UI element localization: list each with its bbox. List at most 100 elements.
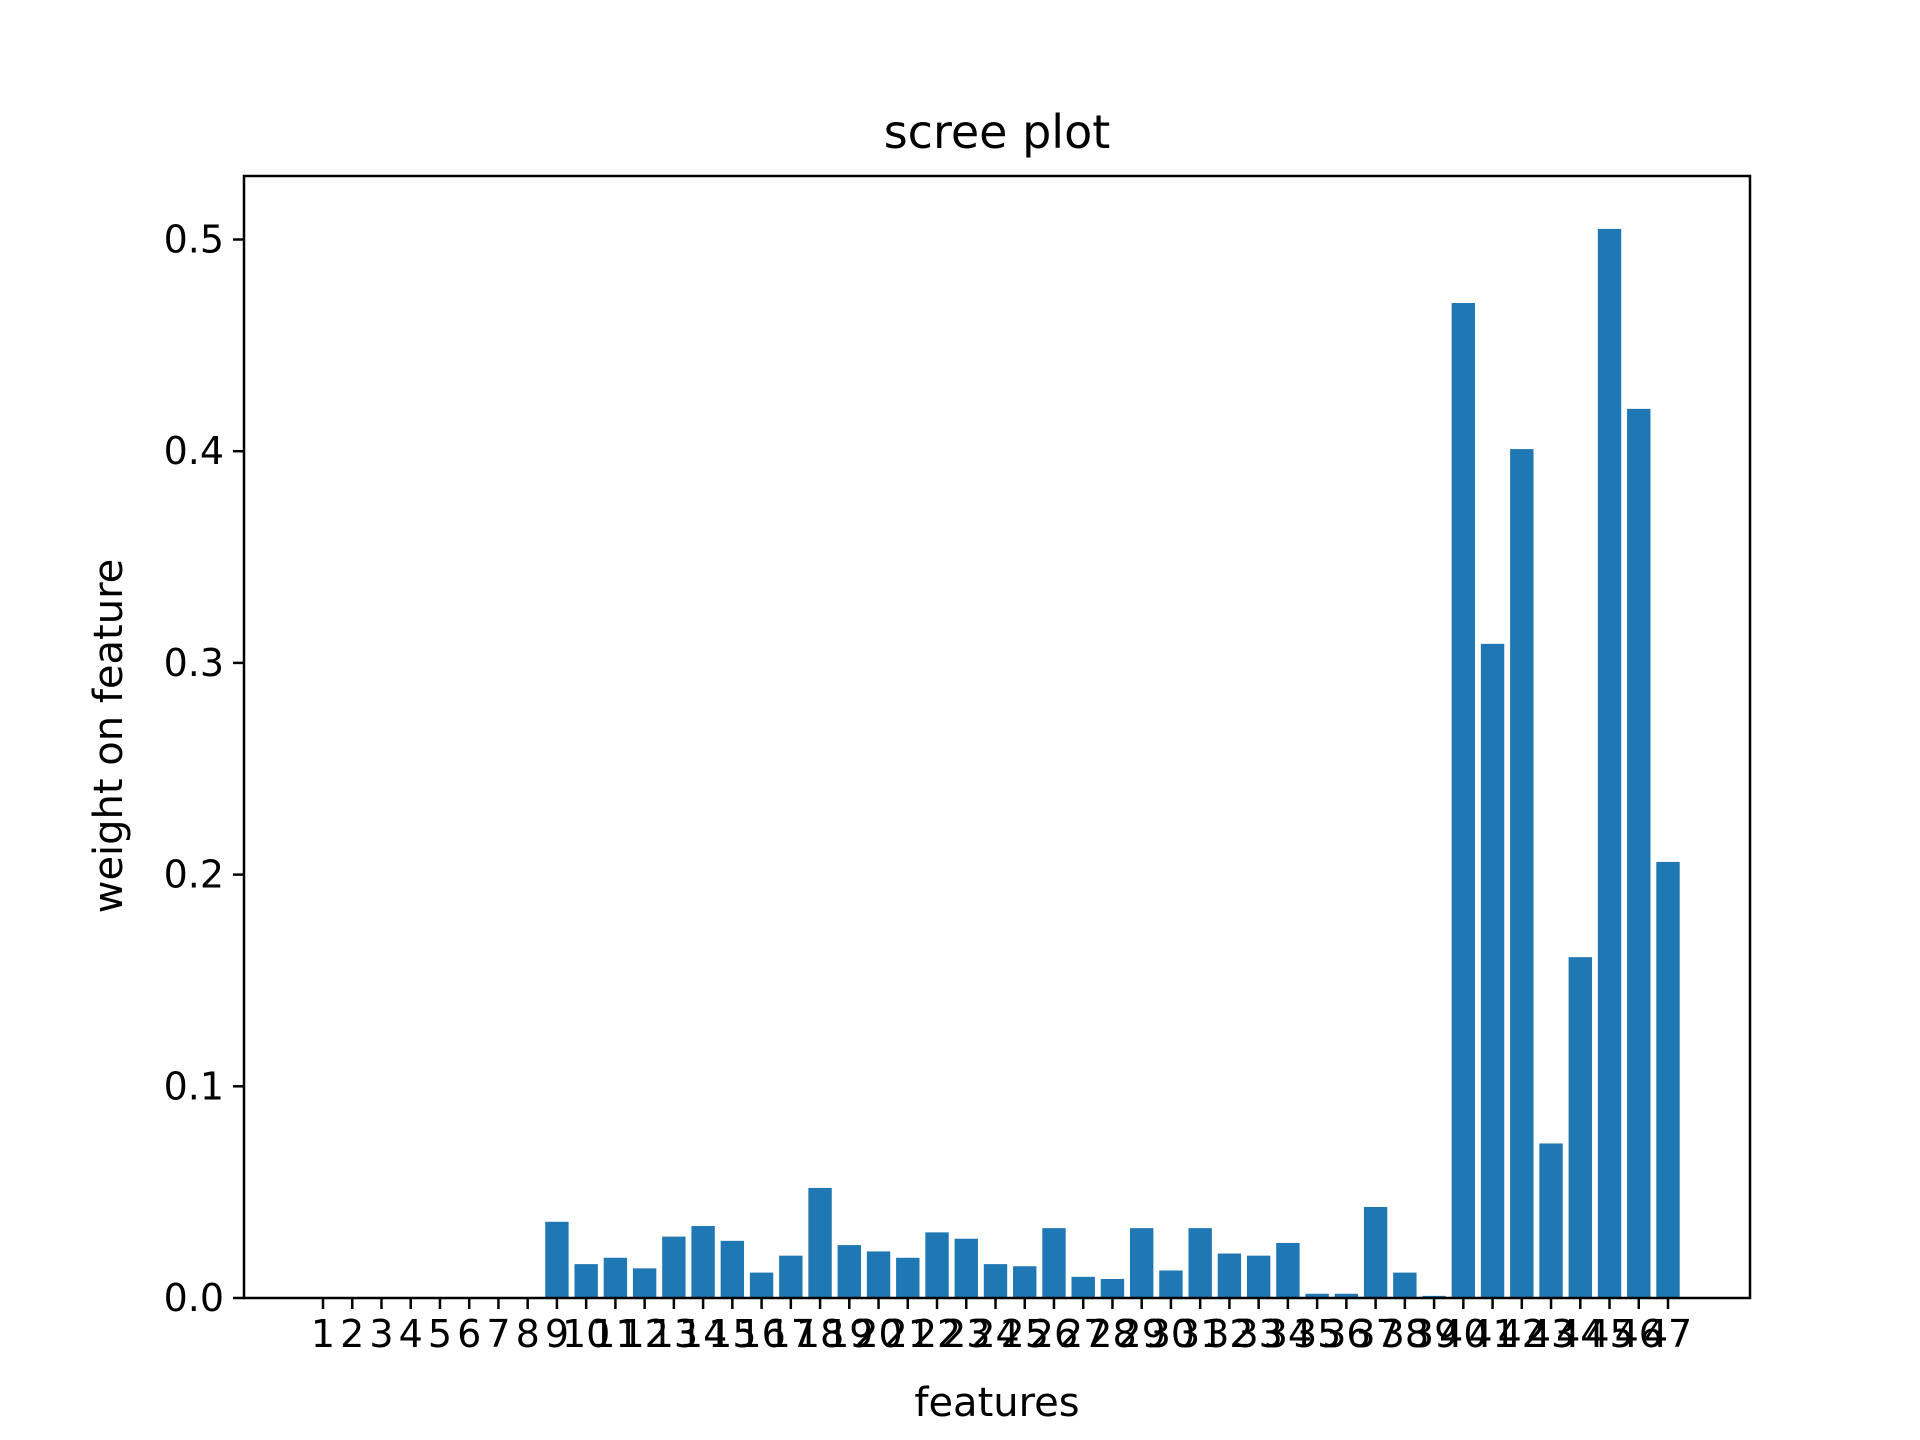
x-tick-label: 47 — [1644, 1312, 1692, 1356]
x-tick-label: 1 — [311, 1312, 335, 1356]
x-tick-label: 21 — [884, 1312, 932, 1356]
x-tick-label: 42 — [1498, 1312, 1546, 1356]
bar-12 — [632, 1268, 657, 1298]
bar-42 — [1510, 449, 1534, 1299]
bar-45 — [1597, 228, 1622, 1298]
x-tick-label: 20 — [854, 1312, 902, 1356]
y-tick-label: 0.5 — [164, 218, 224, 262]
x-tick-label: 37 — [1351, 1312, 1399, 1356]
bar-10 — [574, 1264, 598, 1298]
x-tick-label: 5 — [428, 1312, 452, 1356]
x-tick-label: 3 — [369, 1312, 393, 1356]
x-tick-label: 38 — [1381, 1312, 1429, 1356]
y-tick-label: 0.4 — [164, 429, 224, 473]
x-tick-label: 23 — [942, 1312, 990, 1356]
bar-24 — [983, 1264, 1008, 1298]
bar-16 — [749, 1272, 774, 1298]
x-tick-label: 40 — [1439, 1312, 1487, 1356]
x-tick-label: 30 — [1147, 1312, 1195, 1356]
bar-35 — [1305, 1293, 1329, 1298]
y-tick-label: 0.1 — [164, 1064, 224, 1108]
bar-33 — [1246, 1255, 1271, 1298]
x-tick-label: 33 — [1234, 1312, 1282, 1356]
bar-26 — [1042, 1228, 1066, 1298]
x-tick-label: 36 — [1322, 1312, 1370, 1356]
bar-47 — [1656, 861, 1680, 1298]
y-tick-label: 0.3 — [164, 641, 224, 685]
bar-34 — [1276, 1242, 1300, 1298]
x-tick-label: 14 — [679, 1312, 727, 1356]
x-tick-label: 34 — [1264, 1312, 1312, 1356]
y-axis-label: weight on feature — [86, 559, 132, 914]
bar-29 — [1130, 1228, 1154, 1298]
bar-25 — [1013, 1266, 1037, 1298]
x-tick-label: 17 — [767, 1312, 815, 1356]
bar-14 — [691, 1226, 715, 1298]
y-tick-label: 0.0 — [164, 1276, 224, 1320]
x-tick-label: 8 — [516, 1312, 540, 1356]
x-tick-label: 10 — [562, 1312, 610, 1356]
bar-37 — [1363, 1206, 1388, 1298]
bar-27 — [1071, 1276, 1095, 1298]
bar-40 — [1451, 303, 1476, 1298]
bars-layer — [545, 228, 1680, 1299]
x-tick-label: 13 — [650, 1312, 698, 1356]
x-tick-label: 19 — [825, 1312, 873, 1356]
x-tick-label: 18 — [796, 1312, 844, 1356]
x-tick-label: 32 — [1205, 1312, 1253, 1356]
bar-46 — [1627, 408, 1651, 1298]
x-tick-label: 4 — [399, 1312, 423, 1356]
x-tick-label: 26 — [1030, 1312, 1078, 1356]
x-axis-label: features — [914, 1380, 1079, 1426]
chart-title: scree plot — [884, 105, 1111, 159]
x-tick-label: 35 — [1293, 1312, 1341, 1356]
x-tick-label: 39 — [1410, 1312, 1458, 1356]
bar-31 — [1188, 1228, 1212, 1298]
x-tick-label: 24 — [971, 1312, 1019, 1356]
bar-36 — [1334, 1293, 1359, 1298]
bar-30 — [1159, 1270, 1183, 1298]
bar-38 — [1393, 1272, 1417, 1298]
x-tick-label: 31 — [1176, 1312, 1224, 1356]
bar-9 — [545, 1221, 569, 1298]
bar-23 — [954, 1238, 978, 1298]
x-tick-label: 15 — [708, 1312, 756, 1356]
bar-17 — [779, 1255, 803, 1298]
bar-28 — [1100, 1278, 1125, 1298]
x-tick-label: 29 — [1118, 1312, 1166, 1356]
x-tick-label: 27 — [1059, 1312, 1107, 1356]
x-tick-label: 6 — [457, 1312, 481, 1356]
x-tick-label: 2 — [340, 1312, 364, 1356]
bar-13 — [662, 1236, 686, 1298]
bar-15 — [720, 1240, 745, 1298]
x-tick-label: 12 — [620, 1312, 668, 1356]
bar-22 — [925, 1232, 949, 1298]
y-tick-label: 0.2 — [164, 853, 224, 897]
x-tick-label: 41 — [1468, 1312, 1516, 1356]
x-tick-label: 45 — [1585, 1312, 1633, 1356]
bar-20 — [866, 1251, 891, 1298]
bar-11 — [603, 1257, 628, 1298]
bar-18 — [808, 1187, 832, 1298]
bar-32 — [1217, 1253, 1242, 1298]
x-tick-label: 46 — [1615, 1312, 1663, 1356]
bar-21 — [896, 1257, 920, 1298]
x-tick-label: 44 — [1556, 1312, 1604, 1356]
x-tick-label: 16 — [737, 1312, 785, 1356]
bar-43 — [1539, 1143, 1563, 1298]
bar-19 — [837, 1245, 861, 1298]
x-tick-label: 28 — [1088, 1312, 1136, 1356]
x-tick-label: 43 — [1527, 1312, 1575, 1356]
x-tick-label: 22 — [913, 1312, 961, 1356]
x-tick-label: 25 — [1001, 1312, 1049, 1356]
bar-41 — [1480, 643, 1505, 1298]
plot-frame — [242, 174, 1752, 1300]
bar-44 — [1568, 957, 1592, 1298]
x-tick-label: 9 — [545, 1312, 569, 1356]
x-axis: 1 2 3 4 5 6 7 8 91011121314151617181920212223242… — [311, 1298, 1692, 1356]
x-tick-label: 11 — [591, 1312, 639, 1356]
x-tick-label: 7 — [486, 1312, 510, 1356]
y-axis: 0.0 0.1 0.2 0.3 0.4 0.5 — [164, 218, 244, 1320]
